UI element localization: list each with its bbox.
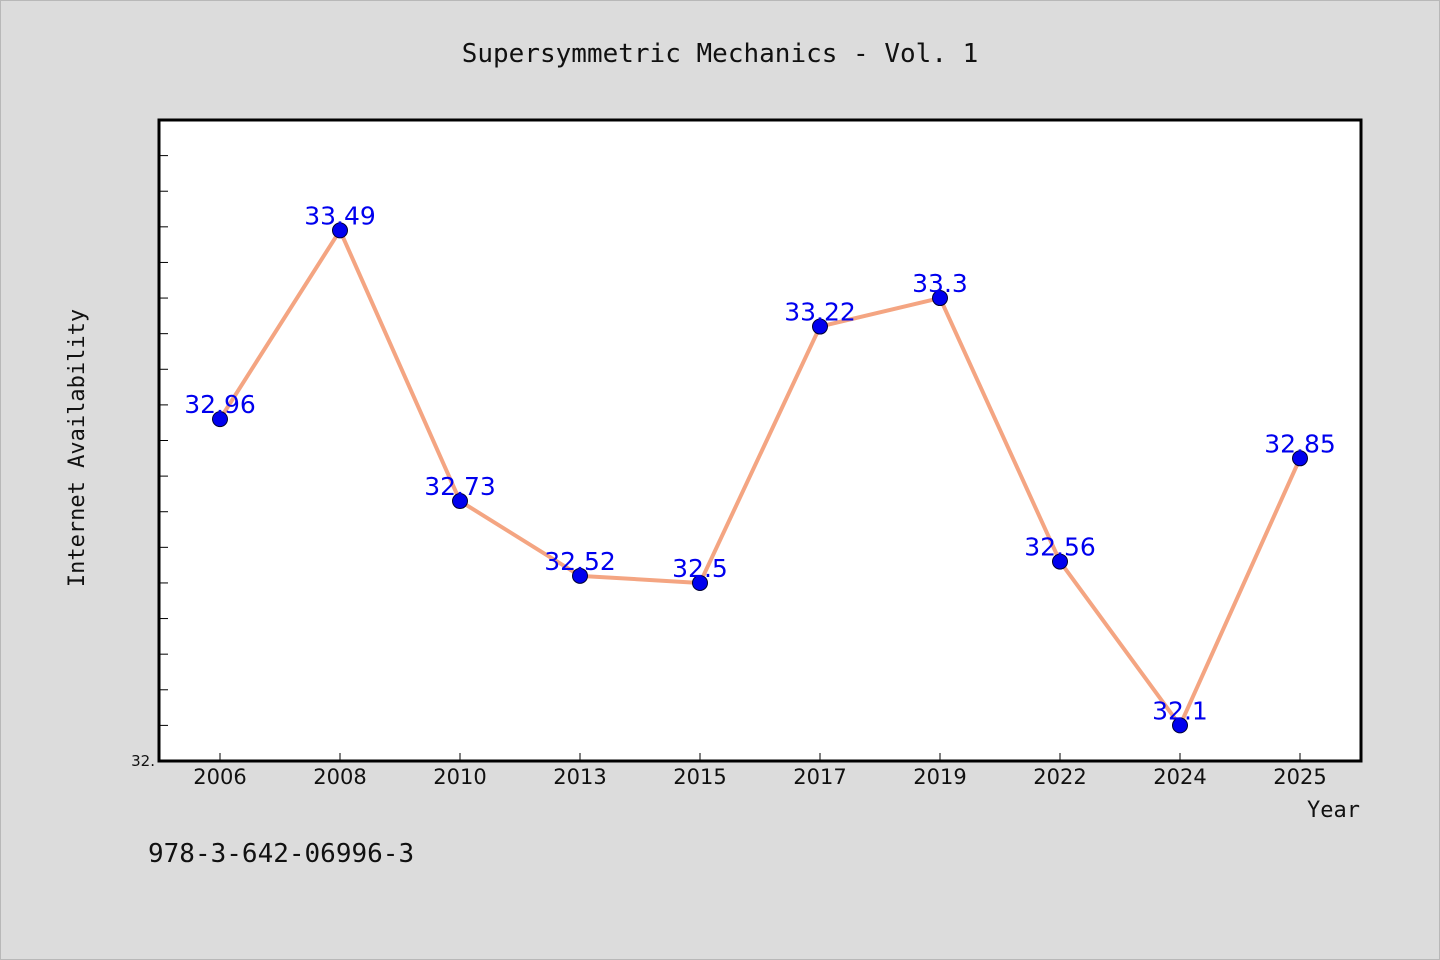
y-tick-label: 32.	[131, 752, 155, 770]
plot-area	[157, 118, 1363, 763]
isbn-annotation: 978-3-642-06996-3	[148, 839, 414, 869]
x-tick-label: 2013	[553, 765, 606, 789]
data-label: 33.49	[304, 201, 376, 230]
data-label: 32.5	[672, 554, 728, 583]
data-label: 33.3	[912, 269, 968, 298]
y-axis-label: Internet Availability	[65, 309, 90, 587]
data-label: 32.56	[1024, 533, 1096, 562]
x-tick-label: 2017	[793, 765, 846, 789]
x-axis-label: Year	[1307, 798, 1360, 823]
x-tick-label: 2008	[313, 765, 366, 789]
x-tick-label: 2025	[1273, 765, 1326, 789]
data-point	[1052, 553, 1068, 570]
data-label: 32.85	[1264, 429, 1336, 458]
data-point	[452, 493, 468, 510]
data-label: 33.22	[784, 298, 856, 327]
data-point	[1292, 450, 1308, 467]
data-point	[1172, 717, 1188, 734]
x-tick-label: 2019	[913, 765, 966, 789]
data-point	[932, 290, 948, 307]
data-point	[692, 574, 708, 591]
data-point	[572, 567, 588, 584]
series-line	[218, 228, 1302, 728]
x-tick-label: 2006	[193, 765, 246, 789]
x-tick-label: 2022	[1033, 765, 1086, 789]
y-axis-ticks: 32.	[131, 155, 168, 770]
data-label: 32.96	[184, 390, 256, 419]
data-point	[212, 411, 228, 428]
data-point	[812, 318, 828, 335]
data-label: 32.52	[544, 547, 616, 576]
data-label: 32.1	[1152, 696, 1208, 725]
x-tick-label: 2015	[673, 765, 726, 789]
x-axis-ticks: 2006 2008 2010 2013 2015 2017 2019 2022 2024 2025	[193, 753, 1327, 789]
series-layer: 32.96 33.49 32.73 32.52 32.5 33.22 33.3 32.56 32…	[184, 201, 1336, 734]
x-tick-label: 2010	[433, 765, 486, 789]
chart-title: Supersymmetric Mechanics - Vol. 1	[462, 39, 979, 69]
data-point	[332, 222, 348, 239]
data-label: 32.73	[424, 472, 496, 501]
x-tick-label: 2024	[1153, 765, 1206, 789]
